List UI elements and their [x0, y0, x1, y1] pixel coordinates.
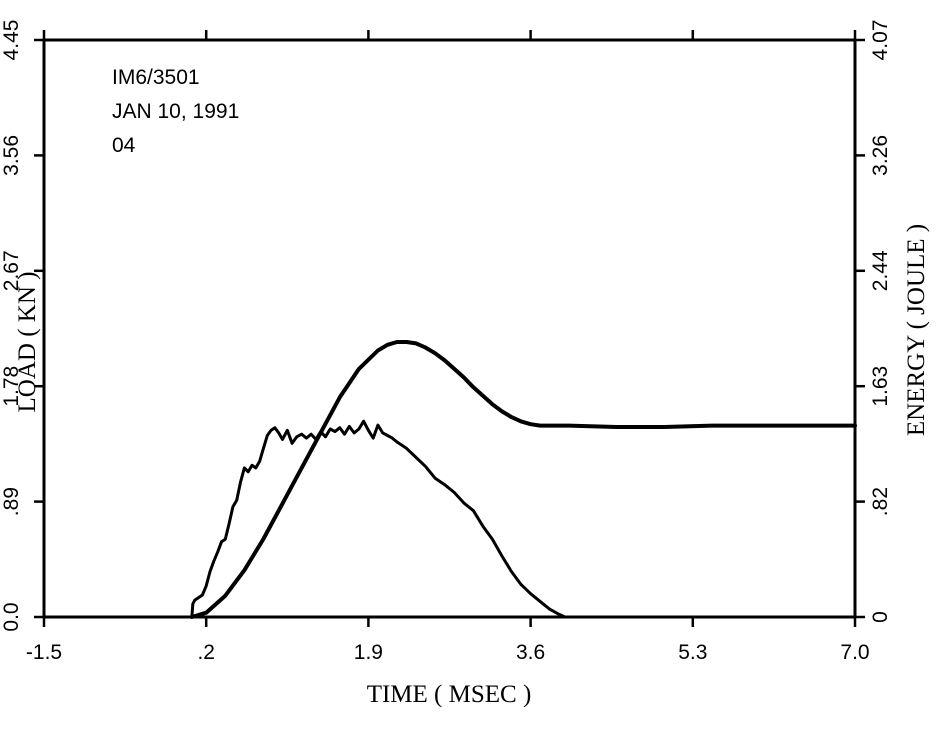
x-tick-label: 5.3	[678, 641, 707, 664]
y-right-tick-label: 0	[869, 611, 892, 623]
y-left-tick-label: 1.78	[0, 366, 23, 407]
y-right-tick-label: .82	[869, 487, 892, 516]
x-tick-label: -1.5	[26, 641, 62, 664]
load-series-line	[190, 419, 567, 619]
x-tick-label: 7.0	[840, 641, 869, 664]
energy-series-line	[189, 340, 857, 619]
data-series	[189, 340, 857, 619]
plot-frame	[42, 38, 857, 619]
y-left-tick-label: 4.45	[0, 20, 23, 61]
y-right-tick-label: 2.44	[869, 250, 892, 291]
annotation-sample-id: IM6/3501	[112, 66, 200, 89]
y-left-tick-label: 0.0	[0, 602, 23, 631]
y-left-tick-label: 2.67	[0, 250, 23, 291]
y-right-tick-label: 3.26	[869, 135, 892, 176]
axis-ticks	[34, 30, 865, 627]
x-tick-label: 1.9	[354, 641, 383, 664]
y-right-tick-label: 1.63	[869, 366, 892, 407]
y-right-tick-label: 4.07	[869, 20, 892, 61]
axis-tick-labels: -1.5 .2 1.9 3.6 5.3 7.0 0.0 .89 1.78 2.67 3.56 4.45…	[0, 20, 892, 664]
annotation-date: JAN 10, 1991	[112, 100, 239, 123]
annotation-run-number: 04	[112, 134, 136, 157]
y-axis-left-title: LOAD ( KN )	[14, 272, 41, 413]
x-tick-label: .2	[197, 641, 215, 664]
x-axis-title: TIME ( MSEC )	[367, 681, 532, 708]
y-left-tick-label: .89	[0, 487, 23, 516]
y-left-tick-label: 3.56	[0, 135, 23, 176]
x-tick-label: 3.6	[516, 641, 545, 664]
y-axis-right-title: ENERGY ( JOULE )	[903, 224, 930, 436]
